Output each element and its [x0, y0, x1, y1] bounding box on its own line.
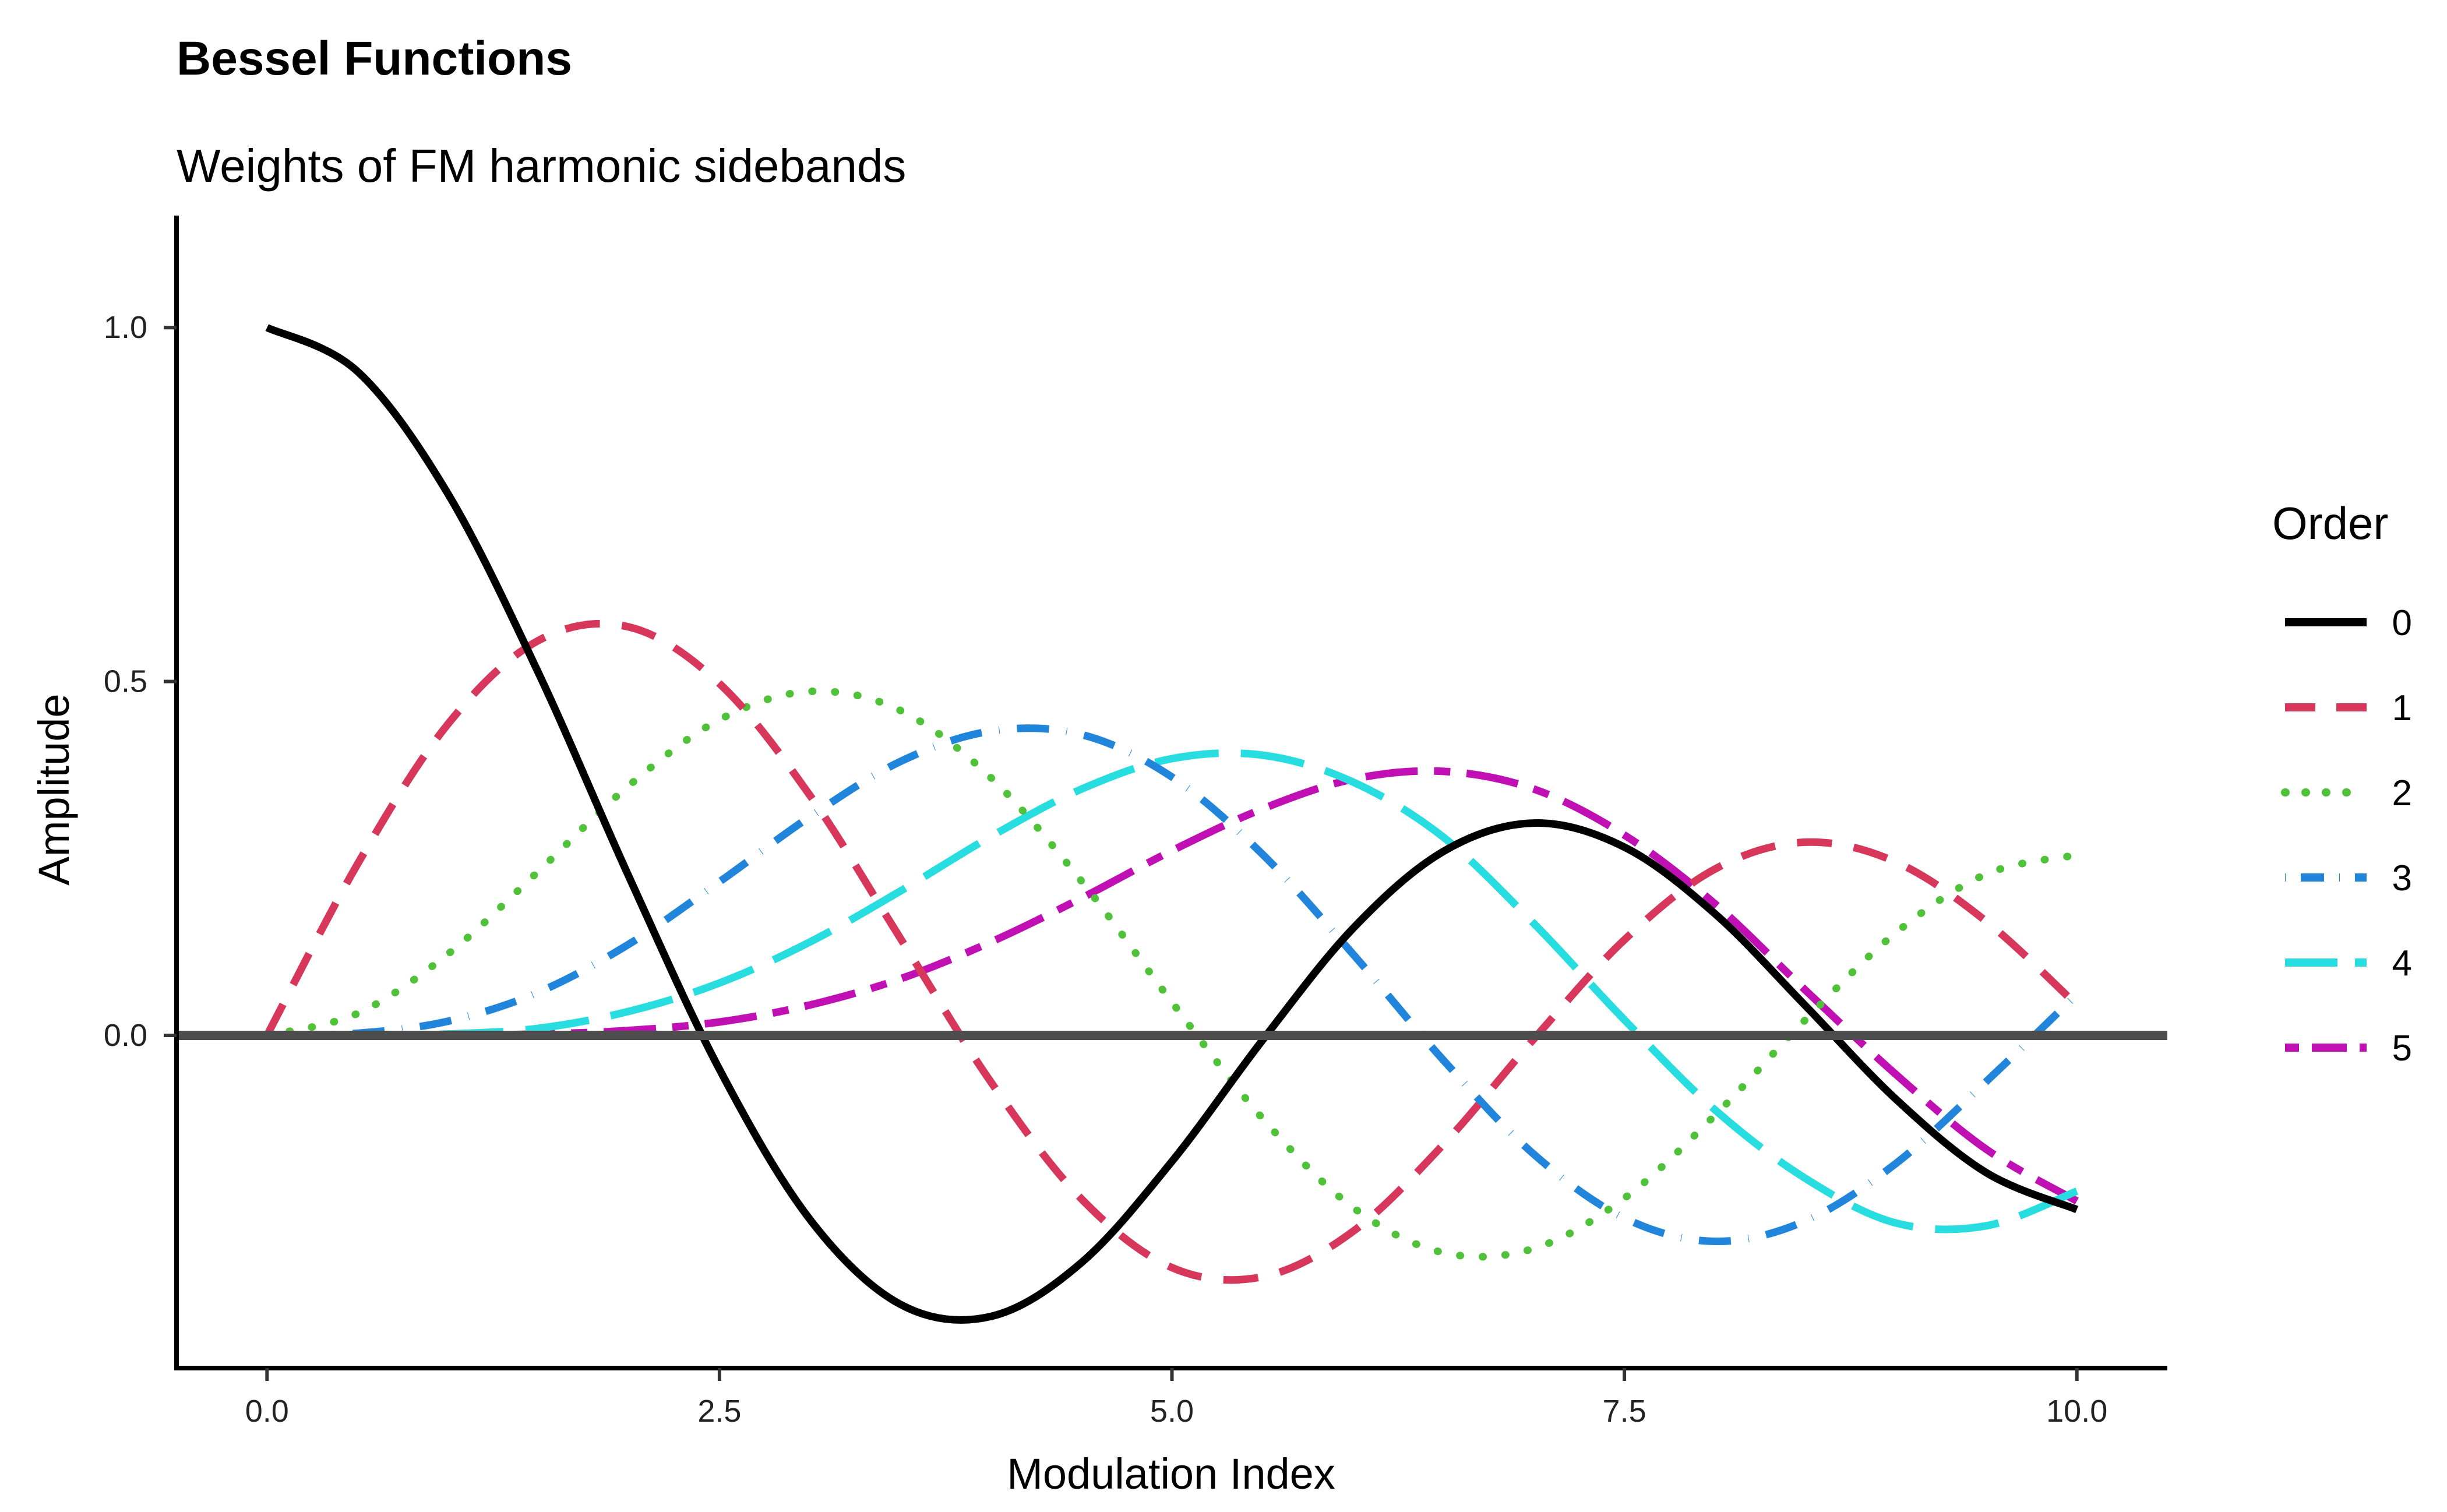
series-line-order-4 [267, 749, 2079, 1233]
plot-panel: 0.0 2.5 5.0 7.5 10.0 0.0 0.5 1.0 [104, 216, 2167, 1429]
legend-items: 0 1 2 3 4 5 [2281, 603, 2412, 1069]
legend-label-1: 1 [2392, 688, 2412, 728]
series-line-order-2 [263, 687, 2081, 1261]
legend-label-2: 2 [2392, 773, 2412, 813]
series-line-order-0 [265, 324, 2079, 1324]
x-tick-label: 0.0 [245, 1394, 289, 1429]
series-line-order-3 [267, 724, 2080, 1246]
y-tick-label: 1.0 [104, 310, 147, 345]
chart-title: Bessel Functions [177, 32, 572, 85]
legend-label-4: 4 [2392, 943, 2412, 984]
legend-label-5: 5 [2392, 1028, 2412, 1069]
x-axis-title: Modulation Index [1007, 1450, 1335, 1498]
y-axis-title: Amplitude [30, 693, 78, 885]
legend-title: Order [2272, 498, 2388, 549]
y-tick-label: 0.5 [104, 664, 147, 699]
chart-subtitle: Weights of FM harmonic sidebands [177, 140, 906, 192]
legend: Order 0 1 2 3 4 5 [2272, 498, 2412, 1069]
x-tick-label: 10.0 [2046, 1394, 2107, 1429]
x-tick-label: 2.5 [697, 1394, 741, 1429]
x-tick-label: 7.5 [1603, 1394, 1646, 1429]
legend-label-3: 3 [2392, 858, 2412, 898]
series-line-order-5 [267, 767, 2079, 1204]
series-line-order-1 [263, 619, 2080, 1284]
y-axis-ticks: 0.0 0.5 1.0 [104, 310, 177, 1053]
legend-label-0: 0 [2392, 603, 2412, 643]
x-axis-ticks: 0.0 2.5 5.0 7.5 10.0 [245, 1368, 2107, 1429]
x-tick-label: 5.0 [1150, 1394, 1194, 1429]
y-tick-label: 0.0 [104, 1018, 147, 1053]
series-layer [263, 324, 2081, 1324]
